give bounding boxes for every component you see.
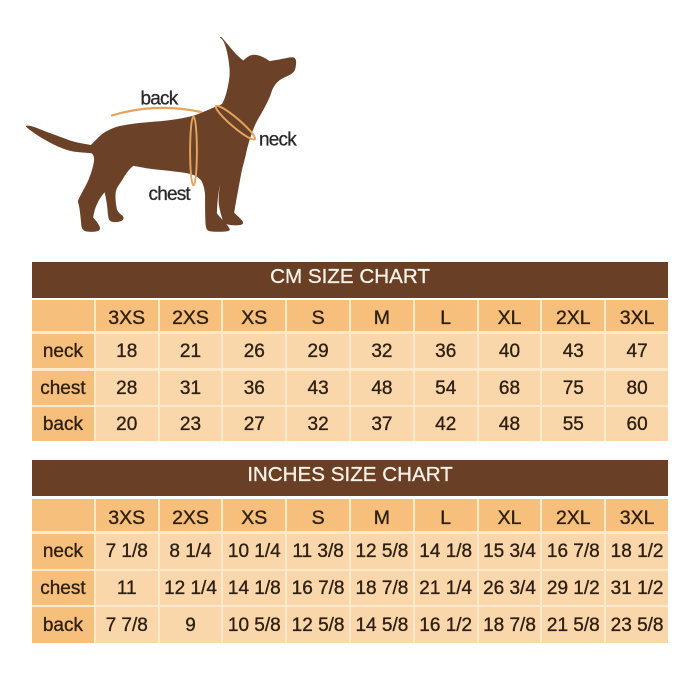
svg-text:neck: neck: [259, 130, 297, 151]
svg-text:chest: chest: [149, 184, 192, 205]
svg-text:back: back: [141, 88, 179, 109]
